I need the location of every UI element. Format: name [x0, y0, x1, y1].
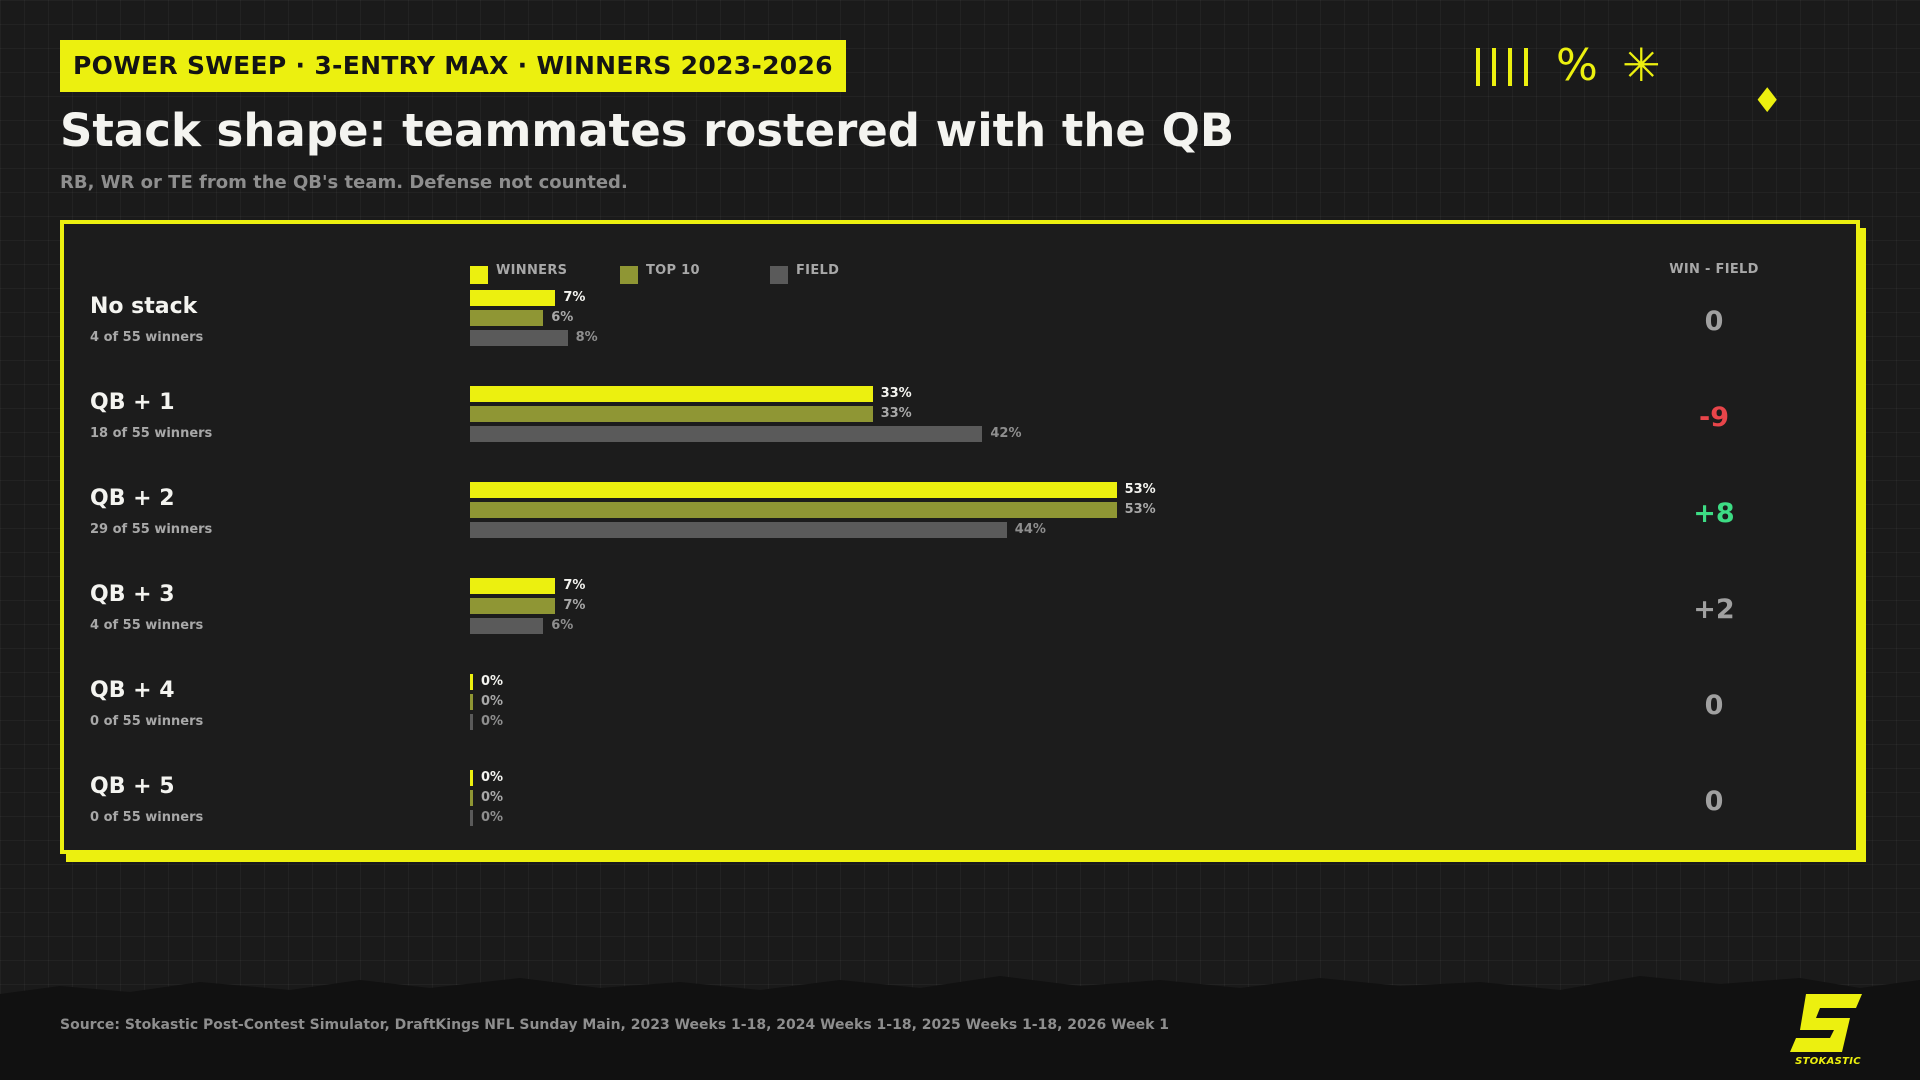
legend-item-winners: WINNERS [470, 262, 567, 284]
bar-field [470, 522, 1007, 538]
bar-value-label-top10: 53% [1124, 502, 1156, 517]
chart-row: QB + 3 4 of 55 winners 7% 7% 6% +2 [64, 578, 1856, 674]
bar-field [470, 714, 473, 730]
category-label: No stack [90, 294, 198, 319]
bar-value-label-winners: 7% [563, 578, 586, 593]
legend-swatch-winners [470, 266, 488, 284]
bar-top10 [470, 406, 873, 422]
win-field-delta: 0 [1704, 786, 1724, 817]
category-note: 0 of 55 winners [90, 810, 204, 825]
bar-value-label-winners: 7% [563, 290, 586, 305]
bar-field [470, 810, 473, 826]
bar-value-label-top10: 6% [551, 310, 574, 325]
legend-label: WINNERS [496, 263, 568, 278]
stokastic-logo [1790, 994, 1862, 1052]
chart-row: QB + 1 18 of 55 winners 33% 33% 42% -9 [64, 386, 1856, 482]
bar-value-label-field: 42% [990, 426, 1022, 441]
bar-top10 [470, 694, 473, 710]
bar-field [470, 330, 568, 346]
page-title: Stack shape: teammates rostered with the… [60, 104, 1235, 157]
chart-row: QB + 5 0 of 55 winners 0% 0% 0% 0 [64, 770, 1856, 866]
bar-value-label-winners: 0% [481, 770, 504, 785]
bar-value-label-winners: 0% [481, 674, 504, 689]
win-field-delta: +2 [1693, 594, 1735, 625]
win-field-header: WIN - FIELD [1669, 262, 1759, 277]
win-field-delta: 0 [1704, 690, 1724, 721]
win-field-delta: +8 [1693, 498, 1735, 529]
bar-winners [470, 290, 556, 306]
percent-icon: % [1556, 40, 1598, 91]
bar-top10 [470, 598, 556, 614]
chart-panel: WINNERS TOP 10 FIELD WIN - FIELD No stac… [60, 220, 1860, 854]
category-note: 29 of 55 winners [90, 522, 213, 537]
brand-name: STOKASTIC [1795, 1056, 1861, 1067]
bar-winners [470, 482, 1117, 498]
category-note: 0 of 55 winners [90, 714, 204, 729]
win-field-delta: -9 [1699, 402, 1729, 433]
source-note: Source: Stokastic Post-Contest Simulator… [60, 1017, 1169, 1033]
legend-swatch-top10 [620, 266, 638, 284]
bar-top10 [470, 310, 544, 326]
bar-winners [470, 674, 473, 690]
bar-value-label-field: 0% [481, 714, 504, 729]
bar-value-label-top10: 7% [563, 598, 586, 613]
category-label: QB + 2 [90, 486, 175, 511]
category-label: QB + 5 [90, 774, 175, 799]
bar-value-label-field: 44% [1014, 522, 1046, 537]
bar-field [470, 426, 983, 442]
category-label: QB + 1 [90, 390, 175, 415]
header-tag: POWER SWEEP · 3-ENTRY MAX · WINNERS 2023… [60, 40, 846, 92]
chart-row: QB + 4 0 of 55 winners 0% 0% 0% 0 [64, 674, 1856, 770]
bar-field [470, 618, 544, 634]
legend-label: TOP 10 [646, 263, 700, 278]
bar-value-label-field: 6% [551, 618, 574, 633]
legend-item-top10: TOP 10 [620, 262, 700, 284]
category-label: QB + 4 [90, 678, 175, 703]
tally-bars-icon [1476, 48, 1534, 86]
diamond-icon: ♦ [1752, 81, 1783, 121]
bar-value-label-field: 8% [575, 330, 598, 345]
footer-skyline-background [0, 976, 1920, 1080]
bar-winners [470, 578, 556, 594]
bar-top10 [470, 502, 1117, 518]
chart-row: QB + 2 29 of 55 winners 53% 53% 44% +8 [64, 482, 1856, 578]
category-note: 18 of 55 winners [90, 426, 213, 441]
bar-value-label-top10: 0% [481, 790, 504, 805]
bar-winners [470, 770, 473, 786]
bar-top10 [470, 790, 473, 806]
category-label: QB + 3 [90, 582, 175, 607]
legend-item-field: FIELD [770, 262, 839, 284]
category-note: 4 of 55 winners [90, 618, 204, 633]
bar-winners [470, 386, 873, 402]
asterisk-icon: ✳ [1622, 38, 1661, 92]
bar-value-label-winners: 53% [1124, 482, 1156, 497]
legend-label: FIELD [796, 263, 840, 278]
bar-value-label-field: 0% [481, 810, 504, 825]
legend-swatch-field [770, 266, 788, 284]
page-subtitle: RB, WR or TE from the QB's team. Defense… [60, 172, 628, 193]
win-field-delta: 0 [1704, 306, 1724, 337]
chart-row: No stack 4 of 55 winners 7% 6% 8% 0 [64, 290, 1856, 386]
bar-value-label-top10: 0% [481, 694, 504, 709]
bar-value-label-winners: 33% [880, 386, 912, 401]
category-note: 4 of 55 winners [90, 330, 204, 345]
bar-value-label-top10: 33% [880, 406, 912, 421]
